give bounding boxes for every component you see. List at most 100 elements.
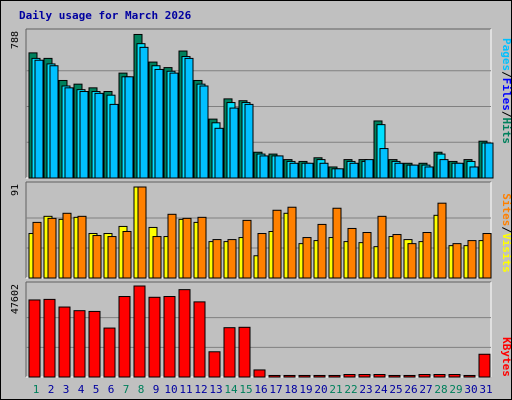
panel-2-ymax-label: 47602	[10, 284, 21, 314]
x-tick-label-day-14: 14	[224, 383, 238, 396]
bar-kbytes-10	[163, 296, 176, 378]
bar-pages-31	[484, 142, 494, 179]
x-tick-label-day-5: 5	[93, 383, 100, 396]
bar-pages-22	[349, 162, 359, 179]
x-tick-label-day-8: 8	[138, 383, 145, 396]
bar-sites-4	[77, 215, 87, 279]
bar-pages-13	[214, 127, 224, 179]
bar-kbytes-9	[148, 296, 161, 378]
x-tick-label-day-1: 1	[33, 383, 40, 396]
bar-sites-29	[452, 243, 462, 279]
x-tick-label-day-16: 16	[254, 383, 267, 396]
bar-kbytes-24	[373, 374, 386, 378]
bar-kbytes-22	[343, 374, 356, 378]
bar-sites-21	[332, 207, 342, 279]
bar-pages-27	[424, 166, 434, 179]
bar-pages-26	[409, 164, 419, 179]
bar-sites-22	[347, 227, 357, 279]
bar-pages-8	[139, 46, 149, 179]
bar-pages-16	[259, 155, 269, 179]
bar-sites-6	[107, 236, 117, 279]
bar-sites-31	[482, 233, 492, 279]
bar-sites-14	[227, 239, 237, 279]
bar-pages-3	[64, 87, 74, 179]
bar-pages-18	[289, 162, 299, 179]
x-tick-label-day-27: 27	[419, 383, 432, 396]
legend-pages-files-hits: Pages/Files/Hits	[500, 38, 511, 144]
bar-kbytes-4	[73, 310, 86, 378]
bar-pages-7	[124, 76, 134, 179]
bar-sites-13	[212, 239, 222, 279]
bar-sites-2	[47, 217, 57, 279]
bar-sites-8	[137, 186, 147, 279]
bar-pages-24	[379, 148, 389, 179]
bar-sites-27	[422, 232, 432, 279]
bar-kbytes-17	[268, 374, 281, 378]
bar-sites-15	[242, 219, 252, 279]
x-tick-label-day-22: 22	[344, 383, 357, 396]
bar-sites-24	[377, 215, 387, 279]
x-tick-label-day-24: 24	[374, 383, 388, 396]
bar-sites-9	[152, 236, 162, 279]
bar-pages-30	[469, 166, 479, 179]
bar-pages-21	[334, 168, 344, 179]
bar-kbytes-27	[418, 374, 431, 378]
bar-pages-15	[244, 103, 254, 179]
bar-pages-4	[79, 91, 89, 179]
x-tick-label-day-19: 19	[299, 383, 312, 396]
bar-pages-11	[184, 57, 194, 179]
bar-pages-2	[49, 65, 59, 179]
x-tick-label-day-10: 10	[164, 383, 177, 396]
bar-pages-1	[34, 59, 44, 179]
x-tick-label-day-4: 4	[78, 383, 85, 396]
bar-pages-25	[394, 162, 404, 179]
bar-pages-17	[274, 155, 284, 179]
bar-pages-19	[304, 162, 314, 179]
bar-pages-14	[229, 107, 239, 179]
bar-sites-1	[32, 221, 42, 279]
bar-pages-23	[364, 159, 374, 179]
bar-kbytes-20	[313, 374, 326, 378]
bar-sites-16	[257, 233, 267, 279]
legend-sites-visits: Sites/Visits	[500, 193, 511, 273]
bar-sites-19	[302, 237, 312, 279]
bar-pages-5	[94, 92, 104, 179]
x-tick-label-day-25: 25	[389, 383, 402, 396]
x-tick-label-day-26: 26	[404, 383, 417, 396]
x-tick-label-day-13: 13	[209, 383, 222, 396]
x-tick-label-day-28: 28	[434, 383, 447, 396]
bar-kbytes-12	[193, 301, 206, 378]
x-tick-label-day-20: 20	[314, 383, 327, 396]
bar-kbytes-25	[388, 374, 401, 378]
bar-sites-26	[407, 243, 417, 279]
chart-title: Daily usage for March 2026	[19, 9, 192, 22]
bar-kbytes-2	[43, 298, 56, 378]
bar-pages-20	[319, 162, 329, 179]
x-tick-label-day-17: 17	[269, 383, 282, 396]
bar-kbytes-19	[298, 374, 311, 378]
bar-kbytes-18	[283, 374, 296, 378]
x-tick-label-day-11: 11	[179, 383, 192, 396]
bar-sites-30	[467, 240, 477, 279]
x-tick-label-day-31: 31	[479, 383, 492, 396]
bar-kbytes-26	[403, 374, 416, 378]
bar-kbytes-31	[478, 353, 491, 378]
x-tick-label-day-30: 30	[464, 383, 477, 396]
x-tick-label-day-12: 12	[194, 383, 207, 396]
bar-kbytes-30	[463, 374, 476, 378]
bar-sites-20	[317, 223, 327, 279]
bar-kbytes-11	[178, 289, 191, 378]
bar-kbytes-3	[58, 306, 71, 378]
x-tick-label-day-6: 6	[108, 383, 115, 396]
bar-sites-17	[272, 209, 282, 279]
bar-kbytes-23	[358, 374, 371, 378]
bar-sites-10	[167, 213, 177, 279]
bar-kbytes-29	[448, 374, 461, 378]
bar-kbytes-5	[88, 310, 101, 378]
x-tick-label-day-2: 2	[48, 383, 55, 396]
bar-pages-6	[109, 103, 119, 179]
x-tick-label-day-29: 29	[449, 383, 462, 396]
bar-sites-5	[92, 235, 102, 279]
